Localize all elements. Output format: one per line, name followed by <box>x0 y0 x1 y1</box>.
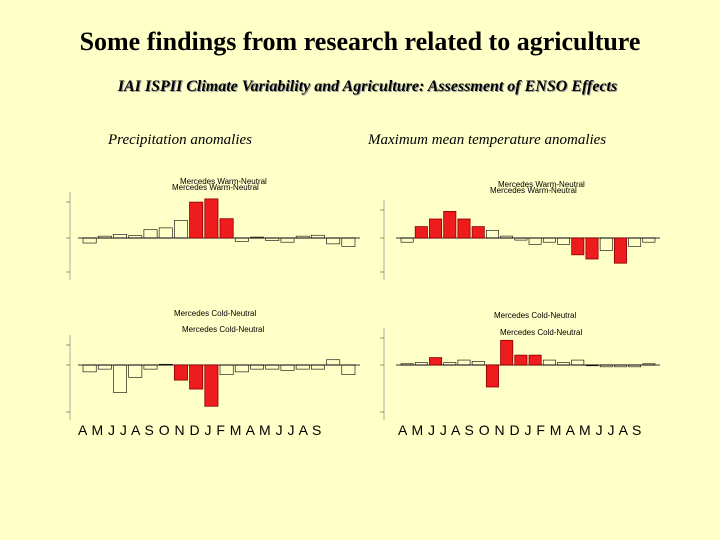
bar-3-11 <box>557 362 570 366</box>
bar-3-16 <box>628 364 642 368</box>
bar-2-10 <box>234 364 249 373</box>
bar-1-13 <box>585 237 599 260</box>
bar-0-0 <box>82 237 97 244</box>
bar-1-9 <box>528 237 542 245</box>
bar-3-1 <box>414 362 428 366</box>
bar-3-15 <box>614 364 627 368</box>
bar-2-6 <box>173 364 188 381</box>
bar-0-14 <box>295 235 310 239</box>
bar-0-2 <box>113 234 127 239</box>
bar-1-16 <box>628 237 642 247</box>
bar-2-13 <box>280 364 295 371</box>
bar-2-1 <box>97 364 112 370</box>
bar-2-0 <box>82 364 97 373</box>
bar-0-5 <box>158 227 173 239</box>
month-axis-temperature: A M J J A S O N D J F M A M J J A S <box>398 422 642 438</box>
bar-0-11 <box>250 236 264 239</box>
bar-1-8 <box>514 237 528 241</box>
bar-0-7 <box>189 201 204 239</box>
bar-2-11 <box>250 364 264 370</box>
bar-0-3 <box>128 235 143 239</box>
bar-3-5 <box>471 360 485 366</box>
bar-3-17 <box>642 363 656 366</box>
bar-1-10 <box>542 237 556 243</box>
bar-2-3 <box>128 364 143 378</box>
precipitation-column-title: Precipitation anomalies <box>108 132 253 148</box>
bar-1-0 <box>400 237 414 243</box>
bar-0-12 <box>265 237 280 241</box>
bar-3-3 <box>443 362 457 366</box>
bar-2-4 <box>143 364 158 370</box>
bar-3-6 <box>485 364 499 388</box>
bar-1-6 <box>486 230 499 239</box>
panel-title-precip-warm: Mercedes Warm-Neutral <box>180 177 267 186</box>
bar-1-4 <box>457 218 471 239</box>
bar-2-15 <box>311 364 325 370</box>
bar-2-2 <box>113 364 127 393</box>
panel-title-precip-warm-echo: Mercedes Warm-Neutral <box>172 183 259 192</box>
bar-1-2 <box>429 218 443 239</box>
bar-0-10 <box>234 237 249 242</box>
bar-2-5 <box>158 363 173 366</box>
bar-1-3 <box>443 210 457 239</box>
bar-2-9 <box>219 364 234 375</box>
bar-3-8 <box>514 354 528 366</box>
bar-0-9 <box>219 218 234 239</box>
bar-1-17 <box>642 237 656 243</box>
bar-3-7 <box>500 339 514 366</box>
bar-3-0 <box>400 363 414 366</box>
panel-title-temp-warm-echo: Mercedes Warm-Neutral <box>490 186 577 195</box>
bar-3-10 <box>542 359 556 366</box>
slide-title: Some findings from research related to a… <box>79 27 641 56</box>
bar-3-12 <box>571 359 585 366</box>
bar-0-15 <box>311 234 325 239</box>
bar-1-1 <box>414 226 428 239</box>
bar-1-14 <box>599 237 613 251</box>
bar-2-12 <box>265 364 280 370</box>
bar-0-4 <box>143 229 158 239</box>
bar-3-9 <box>528 354 542 366</box>
bar-1-5 <box>471 226 485 239</box>
bar-0-13 <box>280 237 295 243</box>
bar-2-17 <box>341 364 356 375</box>
bar-2-14 <box>295 364 310 370</box>
bar-2-16 <box>326 359 341 366</box>
bar-1-11 <box>557 237 570 245</box>
panel-title-temp-cold-echo: Mercedes Cold-Neutral <box>500 328 583 337</box>
bar-0-17 <box>341 237 356 247</box>
bar-3-4 <box>457 359 471 366</box>
bar-0-1 <box>97 235 112 239</box>
bar-3-14 <box>599 364 613 368</box>
bar-2-7 <box>189 364 204 390</box>
bar-1-12 <box>571 237 585 256</box>
slide-subtitle: IAI ISPII Climate Variability and Agricu… <box>117 78 618 95</box>
temperature-column-title: Maximum mean temperature anomalies <box>368 132 607 148</box>
panel-title-temp-warm: Mercedes Warm-Neutral <box>498 180 585 189</box>
bar-3-13 <box>585 364 599 367</box>
bar-2-8 <box>204 364 219 407</box>
bar-0-8 <box>204 198 219 239</box>
bar-0-16 <box>326 237 341 245</box>
bar-3-2 <box>429 357 443 366</box>
panel-title-temp-cold: Mercedes Cold-Neutral <box>494 311 577 320</box>
bar-0-6 <box>174 220 188 239</box>
panel-title-precip-cold: Mercedes Cold-Neutral <box>174 309 257 318</box>
bar-1-7 <box>500 235 514 239</box>
bar-1-15 <box>613 237 627 264</box>
month-axis-precipitation: A M J J A S O N D J F M A M J J A S <box>78 422 322 438</box>
panel-title-precip-cold-echo: Mercedes Cold-Neutral <box>182 325 265 334</box>
